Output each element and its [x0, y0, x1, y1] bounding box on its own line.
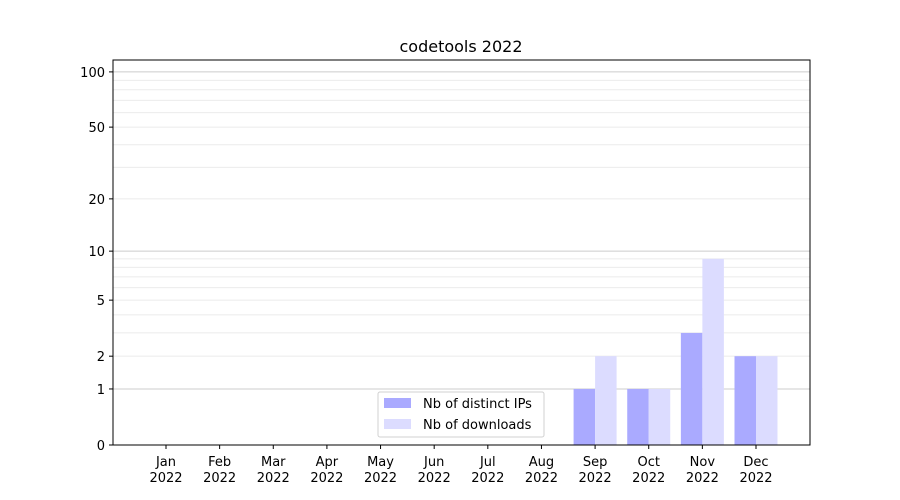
x-tick-label: Jul 2022	[471, 455, 504, 486]
y-tick-label: 1	[97, 383, 105, 398]
legend-label: Nb of downloads	[423, 418, 532, 433]
legend: Nb of distinct IPs Nb of downloads	[377, 391, 545, 438]
bar-distinct-ips	[573, 388, 596, 445]
y-tick-label: 20	[88, 193, 105, 208]
plot-frame	[112, 59, 811, 446]
chart-title: codetools 2022	[399, 37, 522, 56]
y-tick-label: 2	[97, 350, 105, 365]
y-tick-label: 10	[88, 245, 105, 260]
bar-distinct-ips	[627, 388, 649, 445]
bar-downloads	[648, 388, 671, 445]
y-tick-label: 100	[80, 66, 105, 81]
x-tick-label: Mar 2022	[257, 455, 290, 486]
x-tick-label: Dec 2022	[739, 455, 772, 486]
bar-distinct-ips	[680, 332, 703, 445]
y-tick-label: 0	[97, 439, 105, 454]
x-tick-label: May 2022	[364, 455, 397, 486]
y-tick-label: 5	[97, 294, 105, 309]
legend-frame	[377, 391, 545, 438]
legend-swatch	[384, 398, 411, 408]
x-tick-label: Sep 2022	[579, 455, 612, 486]
x-tick-label: Feb 2022	[203, 455, 236, 486]
bar-distinct-ips	[734, 356, 756, 445]
x-tick-label: Oct 2022	[632, 455, 665, 486]
x-tick-label: Jan 2022	[149, 455, 182, 486]
x-tick-label: Jun 2022	[418, 455, 451, 486]
bar-downloads	[702, 258, 724, 445]
x-tick-label: Nov 2022	[686, 455, 719, 486]
legend-label: Nb of distinct IPs	[423, 397, 532, 412]
x-tick-label: Aug 2022	[525, 455, 558, 486]
bar-downloads	[595, 356, 617, 445]
legend-swatch	[384, 419, 411, 429]
bar-downloads	[756, 356, 778, 445]
y-tick-label: 50	[88, 121, 105, 136]
x-tick-label: Apr 2022	[310, 455, 343, 486]
